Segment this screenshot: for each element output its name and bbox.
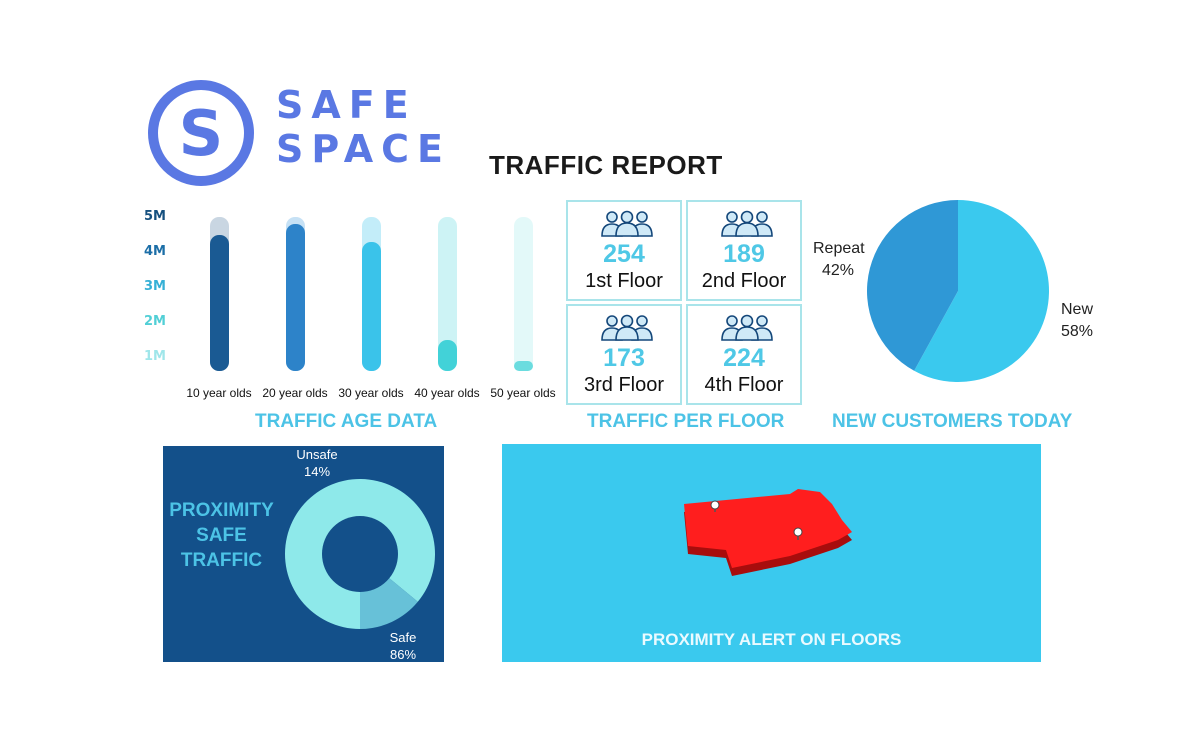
logo-word-line2: SPACE: [276, 127, 451, 171]
floor-map-icon: [684, 489, 852, 576]
logo-monogram: S: [179, 97, 224, 170]
floor-chart-title: TRAFFIC PER FLOOR: [587, 411, 785, 432]
proximity-title: PROXIMITY SAFE TRAFFIC: [163, 498, 280, 573]
donut-label-unsafe-name: Unsafe: [296, 447, 338, 462]
map-pin-icon: [793, 527, 803, 540]
y-tick-label: 3M: [144, 279, 166, 294]
floor-count: 173: [603, 344, 645, 372]
donut-hole: [322, 516, 398, 592]
bar: [286, 224, 305, 371]
people-group-icon: [721, 210, 773, 237]
floor-cell: 189 2nd Floor: [686, 200, 802, 301]
donut-label-unsafe: Unsafe 14%: [290, 446, 344, 480]
y-tick-label: 1M: [144, 349, 166, 364]
donut-label-safe: Safe 86%: [383, 629, 423, 663]
bar: [210, 234, 229, 371]
pie-label-new: New 58%: [1061, 299, 1093, 343]
proximity-donut-chart: [285, 479, 436, 629]
people-group-icon: [721, 314, 773, 341]
people-group-icon: [601, 210, 653, 237]
map-pin-icon: [710, 500, 720, 512]
y-tick-label: 5M: [144, 209, 166, 224]
donut-label-safe-value: 86%: [389, 647, 417, 662]
y-tick-label: 2M: [144, 314, 166, 329]
customers-pie-chart: [867, 200, 1049, 382]
floor-name: 2nd Floor: [701, 270, 787, 292]
logo-word-line1: SAFE: [276, 83, 417, 127]
floor-name: 3rd Floor: [583, 374, 665, 396]
logo-mark: S: [148, 80, 254, 186]
bar-category-label: 10 year olds: [186, 386, 252, 400]
proximity-title-line: TRAFFIC: [180, 550, 263, 571]
floor-name: 4th Floor: [704, 374, 784, 396]
bar-category-label: 50 year olds: [490, 386, 556, 400]
donut-label-safe-name: Safe: [389, 630, 417, 645]
people-group-icon: [601, 314, 653, 341]
proximity-title-line: SAFE: [196, 525, 247, 546]
customers-chart-title: NEW CUSTOMERS TODAY: [832, 411, 1073, 432]
floor-count: 224: [723, 344, 765, 372]
pie-label-repeat: Repeat 42%: [813, 238, 865, 282]
floor-count: 254: [603, 240, 645, 268]
pie-label-repeat-value: 42%: [822, 262, 855, 279]
pie-label-repeat-name: Repeat: [813, 240, 865, 257]
bar: [514, 360, 533, 371]
pie-slice-new: [914, 200, 1049, 382]
bar-category-label: 40 year olds: [414, 386, 480, 400]
bar-category-label: 20 year olds: [262, 386, 328, 400]
report-title: TRAFFIC REPORT: [489, 150, 723, 180]
alert-title: PROXIMITY ALERT ON FLOORS: [641, 630, 902, 649]
donut-label-unsafe-value: 14%: [303, 464, 331, 479]
pie-label-new-value: 58%: [1061, 323, 1094, 340]
floor-cell: 173 3rd Floor: [566, 304, 682, 405]
floor-cell: 224 4th Floor: [686, 304, 802, 405]
pie-label-new-name: New: [1061, 301, 1094, 318]
bar: [362, 241, 381, 371]
floor-count: 189: [723, 240, 765, 268]
bar-track: [438, 217, 457, 371]
floor-name: 1st Floor: [585, 270, 663, 292]
pie-slice-repeat: [867, 200, 958, 371]
bar-category-label: 30 year olds: [338, 386, 404, 400]
bar-track: [514, 217, 533, 371]
bar: [438, 339, 457, 371]
floor-cell: 254 1st Floor: [566, 200, 682, 301]
y-tick-label: 4M: [144, 244, 166, 259]
age-chart-title: TRAFFIC AGE DATA: [255, 411, 438, 432]
proximity-title-line: PROXIMITY: [169, 500, 274, 521]
